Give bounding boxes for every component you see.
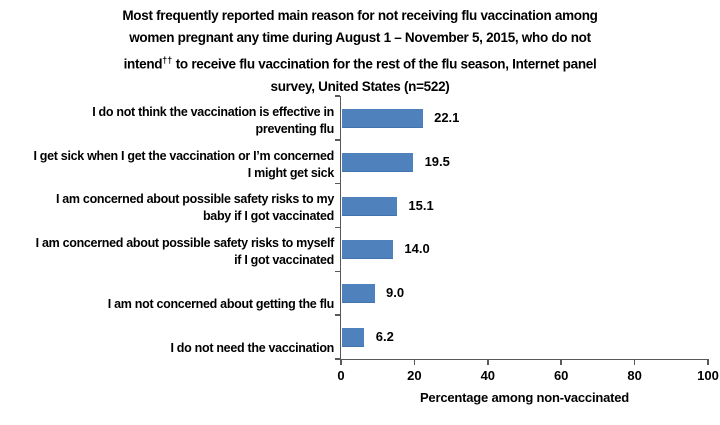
category-label: I do not need the vaccination — [170, 340, 334, 355]
x-tick-mark — [707, 360, 709, 365]
category-label: I am concerned about possible safety ris… — [35, 236, 335, 268]
x-tick-mark — [560, 360, 562, 365]
y-tick-mark — [334, 226, 340, 229]
y-tick-mark — [334, 95, 340, 97]
value-label: 19.5 — [424, 153, 450, 169]
x-axis-line — [339, 358, 709, 360]
bar — [341, 108, 423, 128]
x-tick-label: 40 — [480, 368, 496, 383]
bar — [341, 328, 365, 348]
x-tick-mark — [413, 360, 416, 365]
y-tick-mark — [334, 358, 340, 360]
y-tick-mark — [334, 182, 340, 185]
x-axis-title: Percentage among non-vaccinated — [419, 390, 630, 405]
bar — [341, 284, 375, 304]
x-tick-mark — [633, 360, 636, 365]
value-label: 6.2 — [375, 329, 394, 345]
x-tick-label: 100 — [697, 368, 719, 383]
category-label: I do not think the vaccination is effect… — [92, 104, 334, 136]
value-label: 15.1 — [408, 197, 434, 213]
x-tick-label: 60 — [553, 368, 569, 383]
chart-title-superscript: †† — [162, 55, 173, 65]
value-label: 9.0 — [386, 285, 405, 301]
chart-title-text-1: Most frequently reported main reason for… — [122, 8, 598, 72]
y-tick-mark — [334, 139, 340, 141]
y-axis-line — [339, 96, 341, 361]
category-label: I am concerned about possible safety ris… — [55, 192, 334, 224]
chart-title: Most frequently reported main reason for… — [10, 5, 710, 98]
category-label: I am not concerned about getting the flu — [107, 297, 335, 312]
value-label: 14.0 — [404, 241, 430, 257]
category-label: I get sick when I get the vaccination or… — [33, 148, 334, 180]
chart-title-text-2: to receive flu vaccination for the rest … — [175, 56, 597, 94]
x-tick-mark — [487, 360, 489, 365]
bar — [341, 152, 414, 172]
x-tick-label: 20 — [407, 368, 422, 383]
value-label: 22.1 — [434, 109, 460, 125]
x-tick-label: 80 — [627, 368, 642, 383]
x-tick-label: 0 — [337, 368, 345, 383]
x-tick-mark — [340, 360, 342, 365]
bar — [341, 196, 397, 216]
y-tick-mark — [334, 270, 340, 273]
y-tick-mark — [334, 314, 340, 316]
bar — [341, 240, 393, 260]
